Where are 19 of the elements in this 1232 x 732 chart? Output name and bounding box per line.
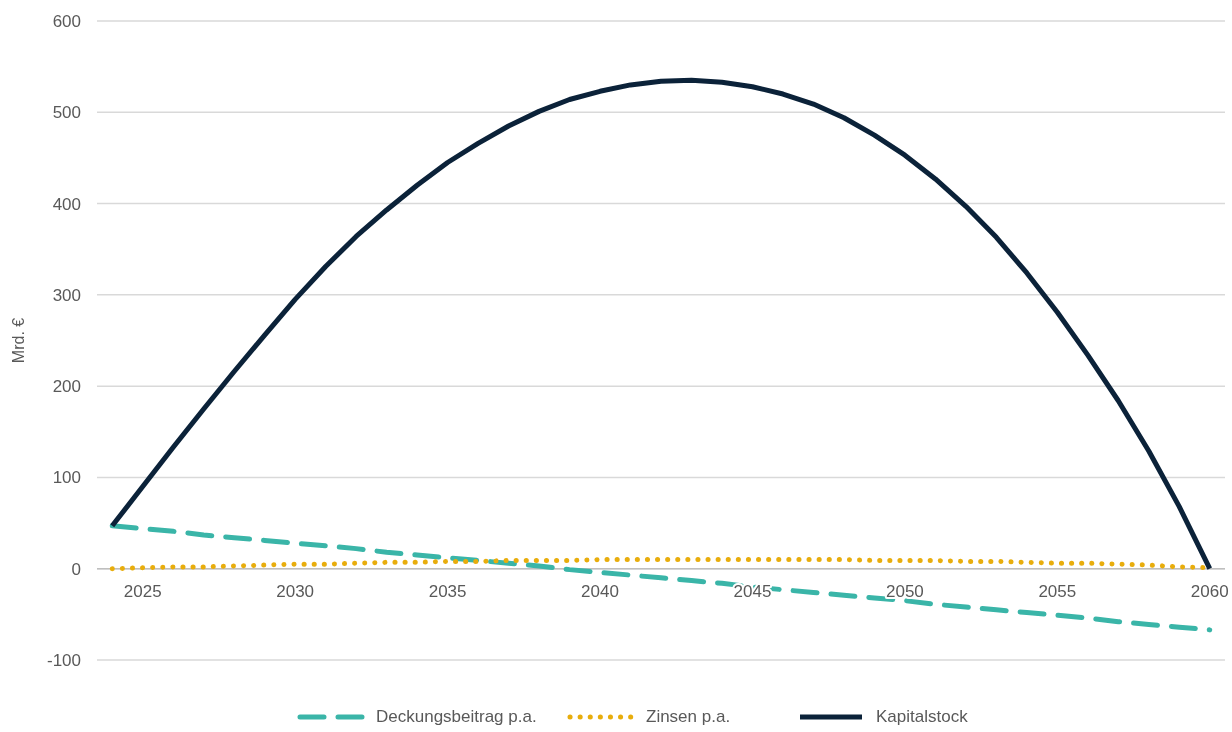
legend-label: Deckungsbeitrag p.a. bbox=[376, 707, 537, 726]
y-axis-title: Mrd. € bbox=[10, 317, 27, 364]
y-tick-label: 500 bbox=[52, 103, 81, 123]
y-tick-label: 0 bbox=[71, 559, 81, 579]
x-tick-label: 2040 bbox=[581, 581, 619, 601]
legend-label: Zinsen p.a. bbox=[646, 707, 731, 726]
legend-label: Kapitalstock bbox=[876, 707, 969, 726]
y-tick-label: 300 bbox=[52, 285, 81, 305]
x-tick-label: 2050 bbox=[885, 581, 924, 601]
y-tick-label: 200 bbox=[52, 377, 81, 397]
y-tick-label: 600 bbox=[52, 11, 81, 31]
y-tick-label: -100 bbox=[46, 650, 81, 670]
x-tick-label: 2025 bbox=[123, 581, 162, 601]
x-tick-label: 2035 bbox=[428, 581, 467, 601]
x-tick-label: 2030 bbox=[276, 581, 315, 601]
y-tick-label: 100 bbox=[52, 468, 81, 488]
x-tick-label: 2055 bbox=[1038, 581, 1077, 601]
y-tick-label: 400 bbox=[52, 194, 81, 214]
x-tick-label: 2060 bbox=[1190, 581, 1229, 601]
